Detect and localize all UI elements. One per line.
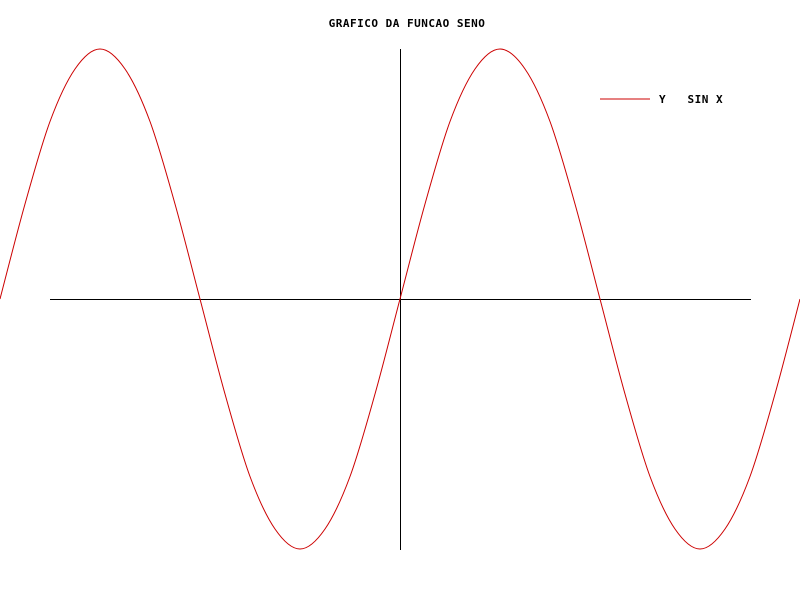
series-line-0 bbox=[0, 48, 800, 550]
legend-label: Y SIN X bbox=[659, 93, 723, 106]
plot-group bbox=[0, 48, 800, 550]
legend: Y SIN X bbox=[600, 93, 723, 106]
chart-title: GRAFICO DA FUNCAO SENO bbox=[329, 17, 486, 30]
axes-group bbox=[50, 49, 751, 550]
